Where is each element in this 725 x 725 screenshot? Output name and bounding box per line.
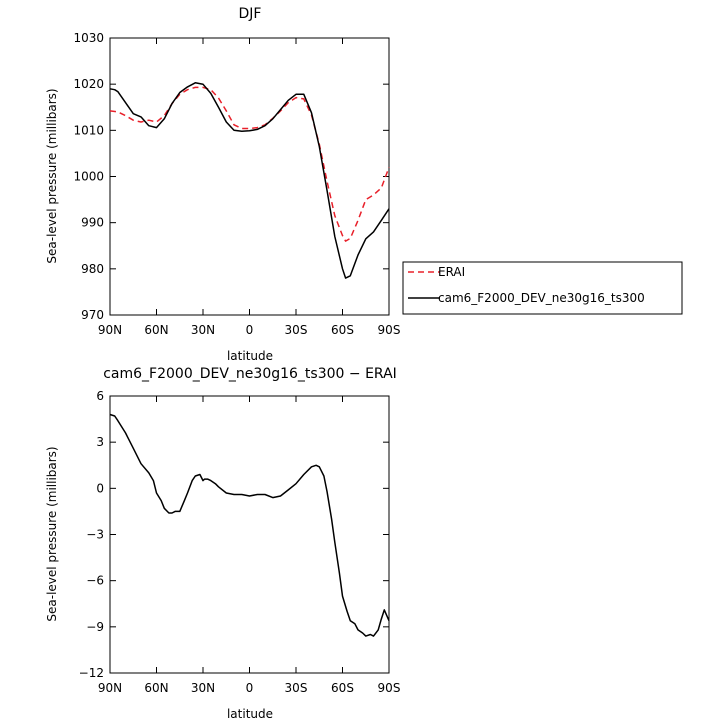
top-y-ticks: 970 980 990 1000 1010 1020 1030: [73, 31, 389, 322]
top-x-tick-label: 60N: [144, 323, 168, 337]
bottom-y-tick-label: 6: [96, 389, 104, 403]
bottom-x-tick-label: 60N: [144, 681, 168, 695]
bottom-chart-title: cam6_F2000_DEV_ne30g16_ts300 − ERAI: [103, 366, 397, 382]
top-x-tick-label: 0: [246, 323, 254, 337]
bottom-y-ticks: −12 −9 −6 −3 0 3 6: [79, 389, 389, 680]
bottom-x-axis-label: latitude: [227, 707, 273, 721]
bottom-x-tick-label: 30N: [191, 681, 215, 695]
top-y-tick-label: 990: [81, 216, 104, 230]
top-y-tick-label: 1010: [73, 123, 104, 137]
bottom-panel: cam6_F2000_DEV_ne30g16_ts300 − ERAI 90N 6…: [45, 366, 400, 721]
top-series-line-cam6-f2000-dev-ne30g16-ts300: [109, 82, 390, 279]
top-x-tick-label: 90N: [98, 323, 122, 337]
bottom-x-tick-label: 30S: [285, 681, 308, 695]
bottom-y-tick-label: −12: [79, 666, 104, 680]
top-y-tick-label: 970: [81, 308, 104, 322]
bottom-plot-frame: [109, 395, 390, 674]
bottom-x-ticks: 90N 60N 30N 0 30S 60S 90S: [98, 396, 401, 695]
top-y-axis-label: Sea-level pressure (millibars): [45, 88, 59, 263]
legend-label-cam6: cam6_F2000_DEV_ne30g16_ts300: [438, 291, 645, 305]
bottom-y-tick-label: −6: [86, 574, 104, 588]
bottom-y-tick-label: 3: [96, 435, 104, 449]
top-x-tick-label: 30S: [285, 323, 308, 337]
top-chart-title: DJF: [239, 6, 262, 22]
top-y-tick-label: 980: [81, 262, 104, 276]
top-x-axis-label: latitude: [227, 349, 273, 363]
top-x-ticks: 90N 60N 30N 0 30S 60S 90S: [98, 38, 401, 337]
top-y-tick-label: 1030: [73, 31, 104, 45]
top-series-group: [109, 82, 390, 279]
top-panel: DJF 90N 60N 30N 0 30S 60S 90S 970 980 990 1000 101…: [45, 6, 683, 363]
top-x-tick-label: 30N: [191, 323, 215, 337]
bottom-y-axis-label: Sea-level pressure (millibars): [45, 446, 59, 621]
bottom-y-tick-label: −3: [86, 528, 104, 542]
bottom-x-tick-label: 60S: [331, 681, 354, 695]
bottom-y-tick-label: 0: [96, 481, 104, 495]
top-y-tick-label: 1000: [73, 170, 104, 184]
bottom-x-tick-label: 90N: [98, 681, 122, 695]
bottom-y-tick-label: −9: [86, 620, 104, 634]
legend-label-erai: ERAI: [438, 265, 465, 279]
legend-box: [402, 261, 683, 315]
top-series-line-erai: [109, 86, 390, 242]
bottom-x-tick-label: 0: [246, 681, 254, 695]
top-x-tick-label: 90S: [378, 323, 401, 337]
top-y-tick-label: 1020: [73, 77, 104, 91]
bottom-series-group: [109, 413, 390, 637]
top-x-tick-label: 60S: [331, 323, 354, 337]
top-legend: ERAI cam6_F2000_DEV_ne30g16_ts300: [402, 261, 683, 315]
top-plot-frame: [109, 37, 390, 316]
bottom-x-tick-label: 90S: [378, 681, 401, 695]
bottom-series-line-difference-0: [109, 413, 390, 637]
